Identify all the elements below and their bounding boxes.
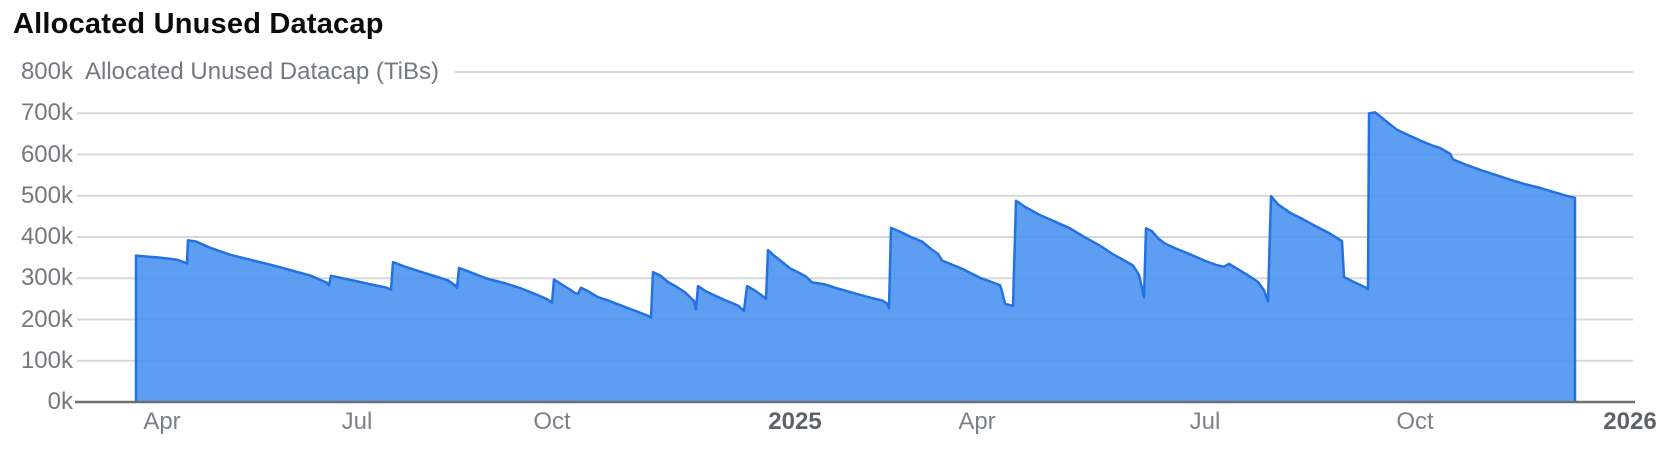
y-tick-label: 700k — [20, 99, 73, 127]
y-tick-label: 600k — [20, 140, 73, 168]
x-tick-month-label: Jul — [341, 408, 373, 435]
x-tick-year-label: 2025 — [768, 408, 822, 435]
x-tick-month-label: Apr — [143, 408, 181, 435]
x-tick-month-label: Apr — [958, 408, 996, 435]
x-tick-month-label: Oct — [1396, 408, 1434, 435]
y-tick-label: 300k — [20, 264, 73, 292]
y-tick-label: 200k — [20, 305, 73, 333]
area-series-line — [134, 111, 1577, 402]
x-tick-month-label: Jul — [1189, 408, 1221, 435]
y-tick-label: 400k — [20, 223, 73, 250]
area-series-fill[interactable] — [136, 112, 1575, 403]
y-axis-title: Allocated Unused Datacap (TiBs) — [85, 58, 439, 85]
chart-title: Allocated Unused Datacap — [13, 8, 384, 40]
y-tick-label: 0k — [47, 388, 73, 415]
x-tick-month-label: Oct — [533, 408, 571, 435]
y-tick-label: 800k — [20, 58, 73, 85]
x-tick-year-label: 2026 — [1603, 408, 1657, 435]
y-tick-label: 500k — [20, 181, 73, 209]
y-tick-label: 100k — [20, 346, 73, 374]
